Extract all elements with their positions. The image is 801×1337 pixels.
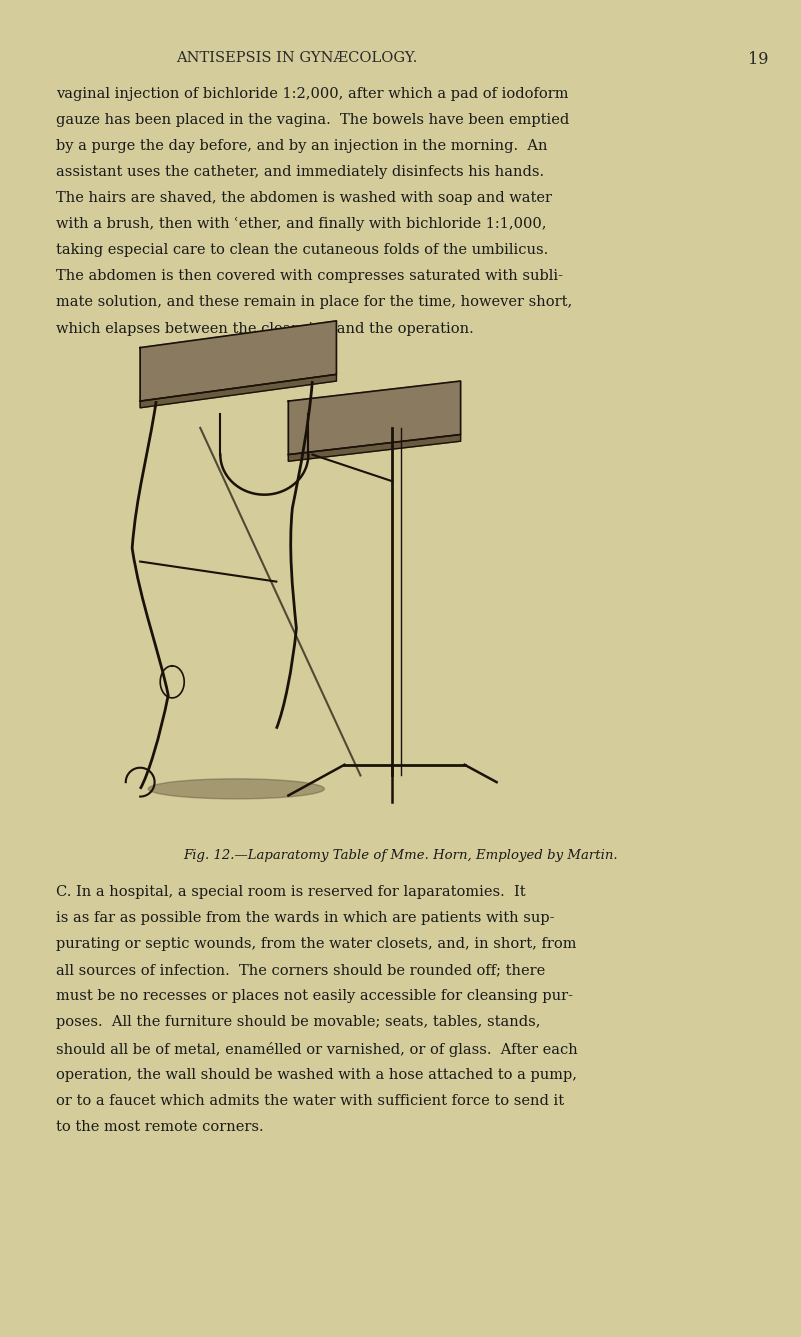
Text: Fig. 12.—Laparatomy Table of Mme. Horn, Employed by Martin.: Fig. 12.—Laparatomy Table of Mme. Horn, … [183, 849, 618, 862]
Text: is as far as possible from the wards in which are patients with sup-: is as far as possible from the wards in … [56, 912, 554, 925]
Text: should all be of metal, enamélled or varnished, or of glass.  After each: should all be of metal, enamélled or var… [56, 1042, 578, 1056]
Ellipse shape [148, 778, 324, 800]
Text: C. In a hospital, a special room is reserved for laparatomies.  It: C. In a hospital, a special room is rese… [56, 885, 525, 898]
Text: to the most remote corners.: to the most remote corners. [56, 1119, 264, 1134]
Text: all sources of infection.  The corners should be rounded off; there: all sources of infection. The corners sh… [56, 963, 545, 977]
Text: taking especial care to clean the cutaneous folds of the umbilicus.: taking especial care to clean the cutane… [56, 243, 549, 257]
Text: operation, the wall should be washed with a hose attached to a pump,: operation, the wall should be washed wit… [56, 1067, 577, 1082]
Text: must be no recesses or places not easily accessible for cleansing pur-: must be no recesses or places not easily… [56, 989, 573, 1003]
Text: The abdomen is then covered with compresses saturated with subli-: The abdomen is then covered with compres… [56, 270, 563, 283]
Text: ANTISEPSIS IN GYNÆCOLOGY.: ANTISEPSIS IN GYNÆCOLOGY. [175, 51, 417, 64]
Polygon shape [140, 321, 336, 401]
Text: poses.  All the furniture should be movable; seats, tables, stands,: poses. All the furniture should be movab… [56, 1016, 541, 1029]
Text: vaginal injection of bichloride 1:2,000, after which a pad of iodoform: vaginal injection of bichloride 1:2,000,… [56, 87, 569, 100]
Text: with a brush, then with ʿether, and finally with bichloride 1:1,000,: with a brush, then with ʿether, and fina… [56, 218, 546, 231]
Text: assistant uses the catheter, and immediately disinfects his hands.: assistant uses the catheter, and immedia… [56, 166, 544, 179]
Text: mate solution, and these remain in place for the time, however short,: mate solution, and these remain in place… [56, 295, 573, 309]
Polygon shape [288, 435, 461, 461]
Polygon shape [140, 374, 336, 408]
Text: or to a faucet which admits the water with sufficient force to send it: or to a faucet which admits the water wi… [56, 1094, 564, 1107]
Text: by a purge the day before, and by an injection in the morning.  An: by a purge the day before, and by an inj… [56, 139, 548, 152]
Text: gauze has been placed in the vagina.  The bowels have been emptied: gauze has been placed in the vagina. The… [56, 114, 570, 127]
Polygon shape [288, 381, 461, 455]
Text: which elapses between the cleansing and the operation.: which elapses between the cleansing and … [56, 321, 474, 336]
Text: The hairs are shaved, the abdomen is washed with soap and water: The hairs are shaved, the abdomen is was… [56, 191, 552, 205]
Text: purating or septic wounds, from the water closets, and, in short, from: purating or septic wounds, from the wate… [56, 937, 577, 951]
Text: 19: 19 [748, 51, 769, 68]
